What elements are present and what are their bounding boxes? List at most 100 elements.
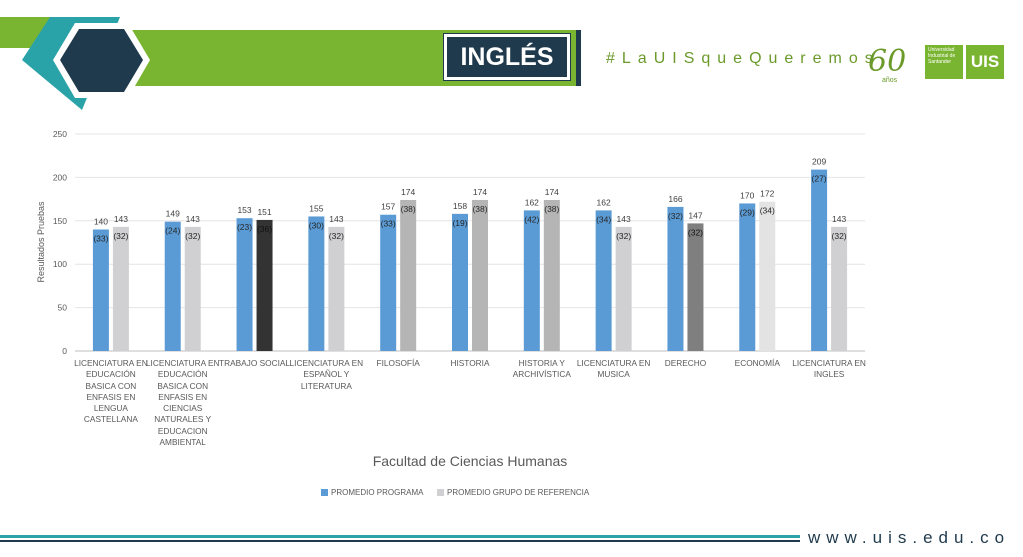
x-tick-label: LICENCIATURA EN ESPAÑOL Y LITERATURA [289,358,364,391]
data-label: 158 [453,201,467,211]
y-tick-label: 50 [58,303,68,313]
bar-referencia [328,226,345,351]
data-label: 149 [166,209,180,219]
data-label: 174 [545,187,559,197]
inner-label: (32) [113,231,128,241]
bar-programa [452,213,468,351]
bar-programa [523,210,540,351]
inner-label: (38) [401,204,416,214]
data-label: 172 [760,189,774,199]
inner-label: (34) [596,214,611,224]
bar-programa [236,218,253,351]
data-label: 151 [257,207,271,217]
x-tick-label: LICENCIATURA EN INGLES [792,358,866,380]
legend-swatch-referencia [437,489,444,497]
hashtag-text: #LaUISqueQueremos [606,50,880,67]
bar-programa [164,221,181,351]
bar-referencia [256,219,273,351]
data-label: 162 [597,197,611,207]
data-label: 174 [401,187,415,197]
bar-programa [595,210,612,351]
x-tick-label: FILOSOFÍA [376,358,420,368]
legend-item-programa: PROMEDIO PROGRAMA [321,488,423,497]
bar-programa [739,203,756,351]
inner-label: (30) [309,220,324,230]
x-axis-title: Facultad de Ciencias Humanas [372,453,568,469]
inner-label: (36) [257,224,272,234]
inner-label: (33) [93,233,108,243]
legend-swatch-programa [321,489,328,497]
y-tick-label: 200 [53,172,67,182]
data-label: 143 [186,214,200,224]
data-label: 143 [617,214,631,224]
x-tick-label: TRABAJO SOCIAL [219,358,291,368]
inner-label: (32) [329,231,344,241]
inner-label: (38) [472,204,487,214]
university-logo: Universidad Industrial de Santander [925,45,963,79]
inner-label: (32) [668,211,683,221]
bar-referencia [112,226,129,351]
bar-programa [380,214,397,351]
hexagon-logo [60,29,143,92]
data-label: 162 [525,197,539,207]
inner-label: (33) [381,219,396,229]
bar-referencia [184,226,201,351]
bar-programa [308,216,325,351]
data-label: 209 [812,157,826,167]
inner-label: (32) [616,231,631,241]
banner-divider [576,30,581,86]
legend-item-referencia: PROMEDIO GRUPO DE REFERENCIA [437,488,589,497]
footer-line-dark [0,540,800,542]
x-tick-label: LICENCIATURA EN MUSICA [576,358,651,380]
anniversary-logo: 60 [868,44,907,79]
data-label: 143 [329,214,343,224]
inner-label: (29) [740,207,755,217]
inner-label: (42) [524,214,539,224]
inner-label: (23) [237,222,252,232]
y-tick-label: 100 [53,259,67,269]
bar-referencia [615,226,632,351]
inner-label: (24) [165,226,180,236]
bar-referencia [687,223,704,351]
data-label: 166 [668,194,682,204]
anniversary-sub: años [882,77,898,84]
x-tick-label: LICENCIATURA EN EDUCACIÓN BASICA CON ENF… [145,358,220,448]
data-label: 147 [688,210,702,220]
data-label: 153 [237,205,251,215]
inner-label: (38) [544,204,559,214]
bar-programa [667,206,684,351]
data-label: 170 [740,190,754,200]
legend-label-programa: PROMEDIO PROGRAMA [331,488,424,497]
data-label: 155 [309,203,323,213]
data-label: 143 [114,214,128,224]
inner-label: (32) [688,227,703,237]
inner-label: (32) [185,231,200,241]
inner-label: (34) [760,206,775,216]
data-label: 174 [473,187,487,197]
x-tick-label: DERECHO [664,358,707,368]
y-tick-label: 250 [53,129,67,139]
legend-label-referencia: PROMEDIO GRUPO DE REFERENCIA [447,488,590,497]
inner-label: (19) [452,218,467,228]
y-axis-title: Resultados Pruebas [36,201,46,283]
y-tick-label: 0 [62,346,67,356]
bar-programa [92,229,109,351]
uis-logo: UIS [966,45,1004,79]
y-tick-label: 150 [53,216,67,226]
x-tick-label: LICENCIATURA EN EDUCACIÓN BASICA CON ENF… [74,358,148,425]
bar-referencia [759,201,776,351]
bar-referencia [831,226,848,351]
data-label: 143 [832,214,846,224]
footer-url[interactable]: www.uis.edu.co [808,528,1011,547]
x-tick-label: HISTORIA [450,358,490,368]
x-tick-label: ECONOMÍA [734,358,780,368]
page-title: INGLÉS [443,33,571,81]
inner-label: (32) [832,231,847,241]
bar-referencia [472,199,488,351]
data-label: 140 [94,216,108,226]
footer-line-teal [0,535,800,538]
bar-referencia [543,199,560,351]
x-tick-label: HISTORIA Y ARCHIVÍSTICA [512,358,571,380]
bar-referencia [400,199,417,351]
inner-label: (27) [812,174,827,184]
